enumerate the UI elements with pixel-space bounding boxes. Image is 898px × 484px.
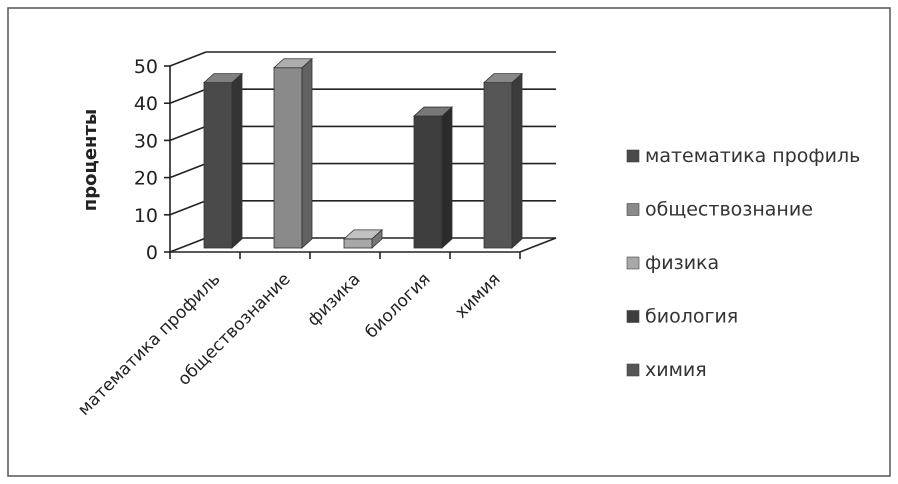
bar bbox=[342, 228, 384, 249]
y-tick-label: 20 bbox=[134, 168, 158, 190]
legend-item: математика профиль bbox=[626, 145, 860, 167]
legend-swatch bbox=[626, 149, 640, 163]
legend-label: математика профиль bbox=[645, 145, 860, 167]
bar-front bbox=[273, 67, 303, 249]
bar bbox=[412, 106, 454, 249]
legend: математика профиль обществознание физика би… bbox=[626, 145, 860, 381]
gridline-wall bbox=[169, 237, 207, 253]
bar bbox=[482, 72, 524, 249]
legend-swatch bbox=[626, 310, 640, 323]
bar-top bbox=[202, 73, 244, 83]
legend-item: обществознание bbox=[626, 199, 813, 221]
bar-front bbox=[413, 115, 443, 249]
bar-front bbox=[203, 82, 233, 249]
bar-top bbox=[482, 73, 524, 83]
legend-label: физика bbox=[645, 252, 719, 274]
bar bbox=[202, 72, 244, 249]
bars bbox=[202, 57, 524, 249]
bar-side bbox=[441, 106, 453, 249]
bar bbox=[272, 57, 314, 249]
y-tick-label: 0 bbox=[146, 242, 158, 264]
bar-top bbox=[272, 58, 314, 69]
bar-front bbox=[483, 82, 513, 249]
legend-label: химия bbox=[645, 359, 707, 381]
gridline-wall bbox=[169, 88, 207, 104]
legend-item: биология bbox=[626, 306, 738, 328]
y-axis-ticks: 0 10 20 30 40 50 bbox=[134, 56, 170, 264]
legend-swatch bbox=[626, 363, 640, 377]
legend-label: биология bbox=[645, 306, 738, 328]
legend-swatch bbox=[626, 256, 640, 270]
y-axis-label: проценты bbox=[80, 109, 101, 211]
bar-top bbox=[412, 106, 454, 117]
bar-side bbox=[231, 72, 243, 249]
bar-side bbox=[511, 72, 523, 249]
gridline-wall bbox=[169, 51, 207, 67]
gridline-wall bbox=[169, 200, 207, 216]
legend-item: химия bbox=[626, 359, 707, 381]
y-tick-label: 10 bbox=[134, 205, 158, 227]
y-tick-label: 40 bbox=[134, 93, 158, 115]
bar-side bbox=[301, 57, 313, 249]
y-tick-label: 50 bbox=[134, 56, 158, 78]
gridline-wall bbox=[169, 162, 207, 179]
y-tick-label: 30 bbox=[134, 130, 158, 152]
gridline-wall bbox=[169, 125, 207, 142]
bar-top bbox=[342, 229, 384, 240]
bar-front bbox=[343, 238, 373, 249]
legend-label: обществознание bbox=[645, 199, 813, 221]
legend-item: физика bbox=[626, 252, 719, 274]
legend-swatch bbox=[626, 203, 640, 216]
